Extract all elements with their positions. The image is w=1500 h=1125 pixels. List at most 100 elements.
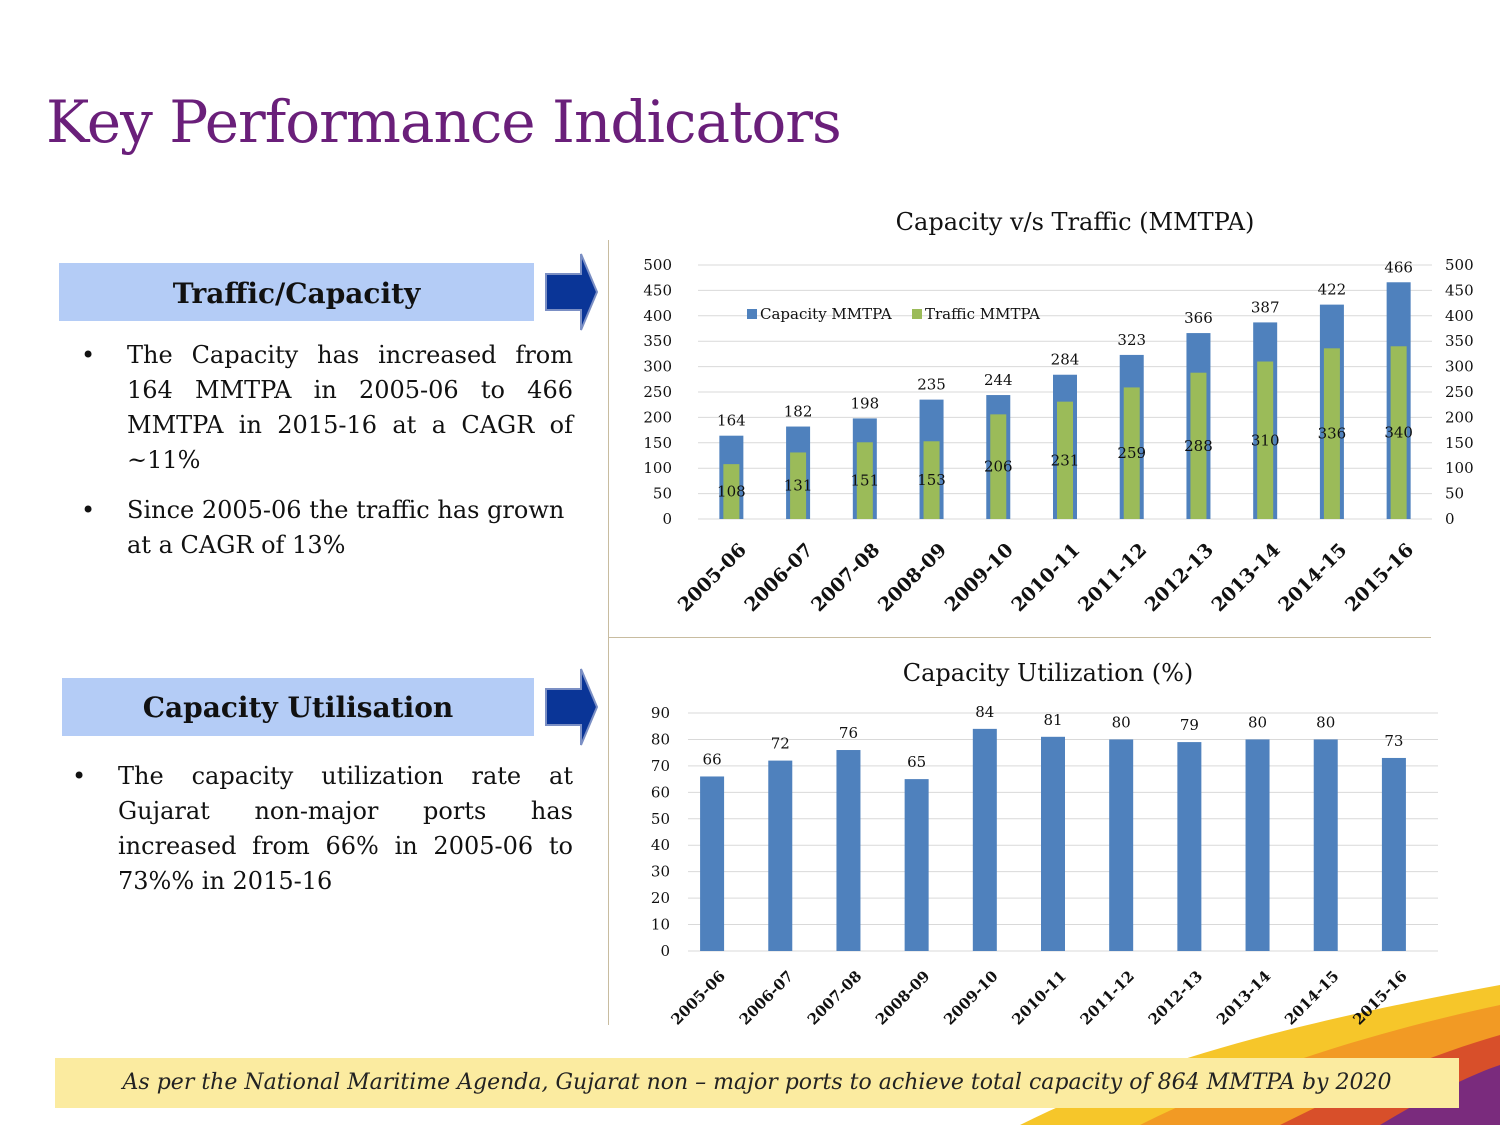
legend-label-capacity: Capacity MMTPA bbox=[760, 305, 892, 323]
utilization-bar bbox=[972, 728, 997, 951]
utilization-data-label: 76 bbox=[839, 724, 858, 742]
y-tick-label-right: 150 bbox=[1445, 434, 1474, 452]
x-tick-label: 2009-10 bbox=[941, 539, 1018, 616]
y-tick-label: 30 bbox=[651, 863, 670, 881]
capacity-data-label: 164 bbox=[717, 412, 746, 430]
x-tick-label: 2015-16 bbox=[1349, 967, 1410, 1028]
utilization-bar bbox=[700, 776, 725, 951]
utilization-data-label: 84 bbox=[975, 703, 994, 721]
y-tick-label-left: 500 bbox=[643, 256, 672, 274]
utilisation-bullets: The capacity utilization rate at Gujarat… bbox=[72, 759, 573, 914]
traffic-data-label: 310 bbox=[1251, 431, 1280, 449]
x-tick-label: 2005-06 bbox=[674, 539, 751, 616]
y-tick-label: 50 bbox=[651, 810, 670, 828]
utilization-bar bbox=[1381, 757, 1406, 951]
x-tick-label: 2007-08 bbox=[804, 967, 865, 1028]
capacity-data-label: 235 bbox=[917, 376, 946, 394]
y-tick-label-right: 0 bbox=[1445, 510, 1455, 528]
y-tick-label: 90 bbox=[651, 704, 670, 722]
x-tick-label: 2010-11 bbox=[1008, 967, 1069, 1028]
traffic-data-label: 131 bbox=[784, 477, 813, 495]
y-tick-label: 10 bbox=[651, 916, 670, 934]
y-tick-label-right: 50 bbox=[1445, 485, 1464, 503]
x-tick-label: 2011-12 bbox=[1077, 967, 1138, 1028]
traffic-bar bbox=[856, 442, 873, 519]
utilization-data-label: 80 bbox=[1316, 713, 1335, 731]
capacity-data-label: 366 bbox=[1184, 309, 1213, 327]
traffic-bar bbox=[1323, 348, 1340, 519]
y-tick-label-left: 100 bbox=[643, 459, 672, 477]
y-tick-label-left: 200 bbox=[643, 408, 672, 426]
x-tick-label: 2011-12 bbox=[1074, 539, 1151, 616]
capacity-data-label: 387 bbox=[1251, 298, 1280, 316]
right-arrow-icon bbox=[545, 253, 599, 331]
utilization-data-label: 80 bbox=[1112, 713, 1131, 731]
utilization-bar bbox=[1177, 742, 1202, 951]
traffic-data-label: 151 bbox=[850, 472, 879, 490]
right-arrow-icon bbox=[545, 668, 599, 746]
footer-note-text: As per the National Maritime Agenda, Guj… bbox=[122, 1070, 1392, 1095]
y-tick-label-left: 150 bbox=[643, 434, 672, 452]
utilization-bar bbox=[836, 750, 861, 951]
traffic-bar bbox=[1123, 387, 1140, 519]
traffic-bar bbox=[790, 452, 807, 519]
y-tick-label-left: 450 bbox=[643, 281, 672, 299]
y-tick-label-left: 250 bbox=[643, 383, 672, 401]
x-tick-label: 2006-07 bbox=[740, 539, 817, 616]
utilization-bar bbox=[1109, 739, 1134, 951]
y-tick-label-right: 400 bbox=[1445, 307, 1474, 325]
utilization-data-label: 72 bbox=[771, 735, 790, 753]
y-tick-label-left: 400 bbox=[643, 307, 672, 325]
y-tick-label-left: 350 bbox=[643, 332, 672, 350]
y-tick-label-left: 50 bbox=[653, 485, 672, 503]
traffic-data-label: 108 bbox=[717, 483, 746, 501]
x-tick-label: 2008-09 bbox=[872, 967, 933, 1028]
utilization-bar bbox=[1041, 736, 1065, 951]
y-tick-label: 0 bbox=[660, 942, 670, 960]
y-tick-label: 20 bbox=[651, 889, 670, 907]
x-tick-label: 2005-06 bbox=[668, 967, 729, 1028]
utilization-data-label: 65 bbox=[907, 753, 926, 771]
y-tick-label-right: 300 bbox=[1445, 358, 1474, 376]
x-tick-label: 2010-11 bbox=[1007, 539, 1084, 616]
capacity-data-label: 244 bbox=[984, 371, 1013, 389]
traffic-data-label: 340 bbox=[1384, 424, 1413, 442]
traffic-data-label: 259 bbox=[1117, 444, 1146, 462]
traffic-bullet-1: The Capacity has increased from 164 MMTP… bbox=[81, 338, 573, 478]
capacity-data-label: 323 bbox=[1117, 331, 1146, 349]
capacity-traffic-chart: Capacity v/s Traffic (MMTPA) 0 0 50 50 100 100… bbox=[643, 208, 1474, 616]
y-tick-label-right: 350 bbox=[1445, 332, 1474, 350]
capacity-utilisation-header: Capacity Utilisation bbox=[62, 678, 534, 736]
y-tick-label-right: 250 bbox=[1445, 383, 1474, 401]
y-tick-label-left: 0 bbox=[662, 510, 672, 528]
vertical-divider bbox=[608, 240, 609, 1025]
x-tick-label: 2009-10 bbox=[940, 967, 1001, 1028]
chart-title: Capacity v/s Traffic (MMTPA) bbox=[896, 208, 1255, 236]
utilization-bar bbox=[1245, 739, 1270, 951]
y-tick-label: 80 bbox=[651, 730, 670, 748]
traffic-bar bbox=[1190, 372, 1207, 519]
traffic-data-label: 231 bbox=[1051, 451, 1080, 469]
utilization-bar bbox=[768, 760, 793, 951]
traffic-bar bbox=[1390, 346, 1407, 519]
traffic-data-label: 288 bbox=[1184, 437, 1213, 455]
capacity-data-label: 198 bbox=[850, 394, 879, 412]
utilization-data-label: 80 bbox=[1248, 713, 1267, 731]
x-tick-label: 2007-08 bbox=[807, 539, 884, 616]
traffic-bar bbox=[923, 441, 940, 519]
y-tick-label: 60 bbox=[651, 783, 670, 801]
traffic-bar bbox=[723, 464, 740, 519]
traffic-capacity-header-label: Traffic/Capacity bbox=[172, 277, 421, 310]
capacity-data-label: 466 bbox=[1384, 258, 1413, 276]
y-tick-label: 70 bbox=[651, 757, 670, 775]
x-tick-label: 2006-07 bbox=[736, 967, 797, 1028]
x-tick-label: 2013-14 bbox=[1213, 967, 1274, 1028]
utilization-data-label: 81 bbox=[1043, 711, 1062, 729]
y-tick-label: 40 bbox=[651, 836, 670, 854]
y-tick-label-right: 450 bbox=[1445, 281, 1474, 299]
legend-swatch-capacity bbox=[747, 309, 757, 319]
page-title: Key Performance Indicators bbox=[46, 88, 842, 156]
traffic-bullet-2: Since 2005-06 the traffic has grown at a… bbox=[81, 493, 573, 563]
capacity-utilization-chart: Capacity Utilization (%) 0 10 20 30 40 50 60 70 8… bbox=[651, 659, 1438, 1029]
legend-label-traffic: Traffic MMTPA bbox=[925, 305, 1040, 323]
